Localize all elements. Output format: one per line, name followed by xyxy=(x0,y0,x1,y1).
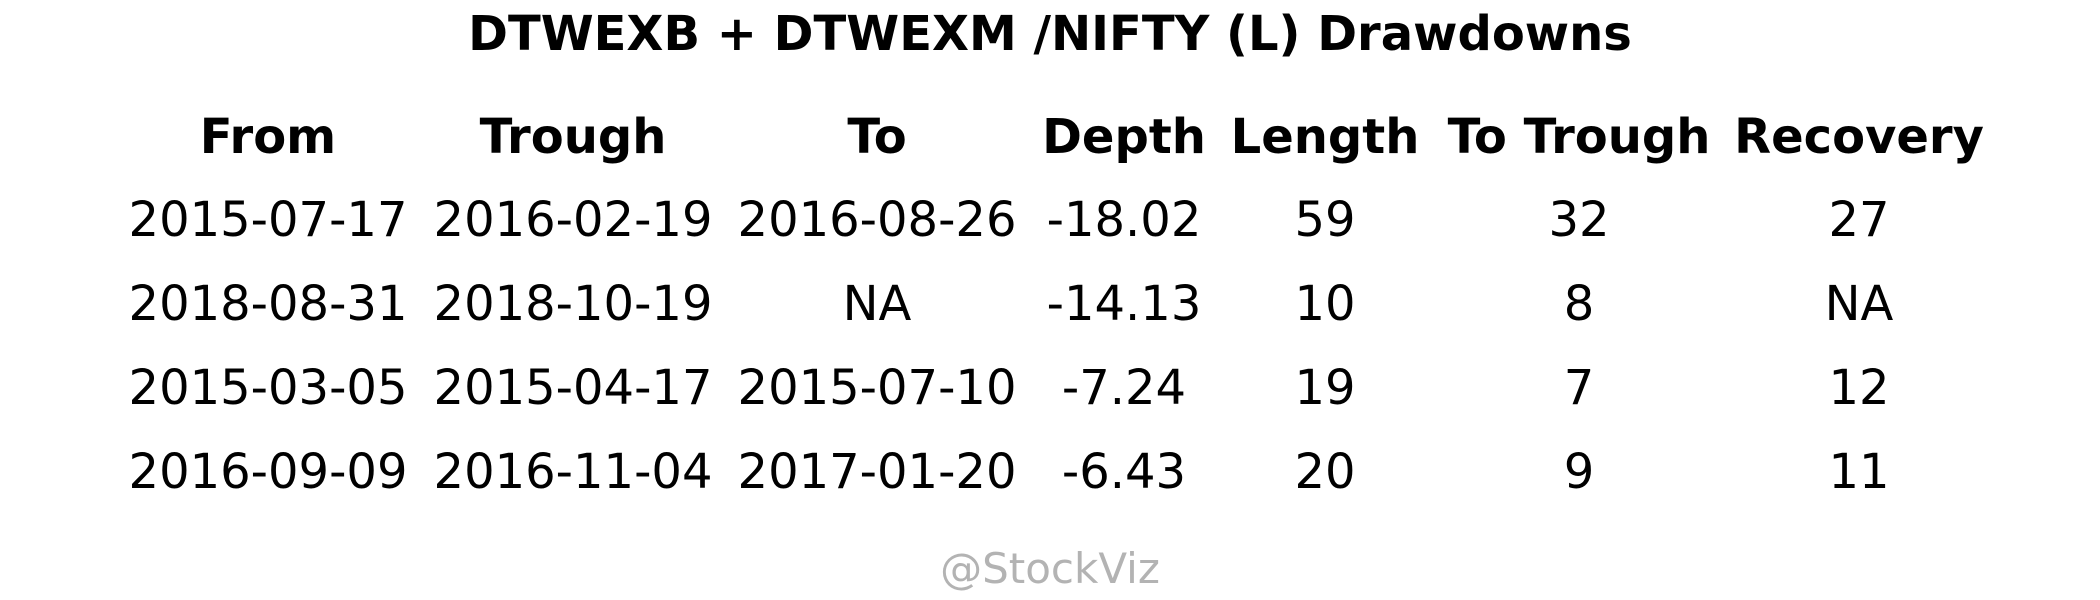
cell-to-trough: 32 xyxy=(1548,192,1610,248)
header-trough: Trough xyxy=(479,109,667,165)
table-title: DTWEXB + DTWEXM /NIFTY (L) Drawdowns xyxy=(468,6,1632,62)
cell-to: 2015-07-10 xyxy=(737,360,1017,416)
header-to: To xyxy=(847,109,907,165)
cell-depth: -6.43 xyxy=(1061,444,1187,500)
header-to-trough: To Trough xyxy=(1447,109,1711,165)
cell-length: 10 xyxy=(1294,276,1356,332)
header-length: Length xyxy=(1230,109,1420,165)
header-recovery: Recovery xyxy=(1734,109,1984,165)
header-depth: Depth xyxy=(1042,109,1206,165)
cell-trough: 2015-04-17 xyxy=(433,360,713,416)
cell-to-trough: 8 xyxy=(1563,276,1595,332)
cell-recovery: 12 xyxy=(1828,360,1890,416)
cell-to-trough: 7 xyxy=(1563,360,1595,416)
cell-recovery: NA xyxy=(1824,276,1894,332)
cell-recovery: 11 xyxy=(1828,444,1890,500)
cell-to: NA xyxy=(842,276,912,332)
cell-from: 2015-03-05 xyxy=(128,360,408,416)
cell-from: 2015-07-17 xyxy=(128,192,408,248)
cell-to: 2017-01-20 xyxy=(737,444,1017,500)
cell-to-trough: 9 xyxy=(1563,444,1595,500)
cell-length: 20 xyxy=(1294,444,1356,500)
cell-depth: -18.02 xyxy=(1046,192,1202,248)
cell-length: 59 xyxy=(1294,192,1356,248)
cell-depth: -7.24 xyxy=(1061,360,1187,416)
stockviz-watermark: @StockViz xyxy=(940,544,1160,593)
cell-trough: 2016-02-19 xyxy=(433,192,713,248)
cell-from: 2018-08-31 xyxy=(128,276,408,332)
cell-trough: 2018-10-19 xyxy=(433,276,713,332)
cell-length: 19 xyxy=(1294,360,1356,416)
header-from: From xyxy=(199,109,337,165)
cell-from: 2016-09-09 xyxy=(128,444,408,500)
cell-recovery: 27 xyxy=(1828,192,1890,248)
cell-depth: -14.13 xyxy=(1046,276,1202,332)
cell-trough: 2016-11-04 xyxy=(433,444,713,500)
cell-to: 2016-08-26 xyxy=(737,192,1017,248)
